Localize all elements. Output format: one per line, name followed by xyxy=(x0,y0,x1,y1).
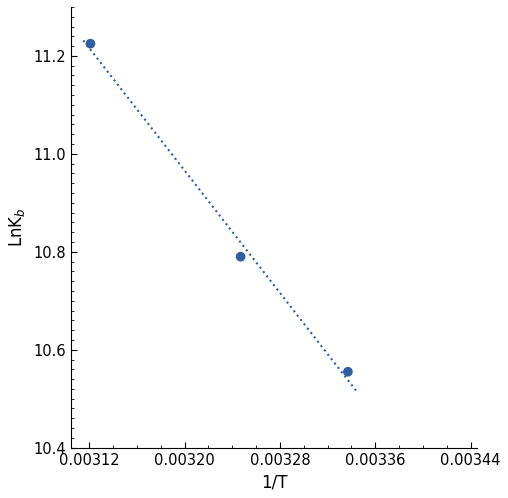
Point xyxy=(344,368,352,375)
X-axis label: 1/T: 1/T xyxy=(261,473,287,491)
Point xyxy=(86,40,94,48)
Y-axis label: LnK$_b$: LnK$_b$ xyxy=(7,208,27,247)
Point xyxy=(237,252,245,260)
